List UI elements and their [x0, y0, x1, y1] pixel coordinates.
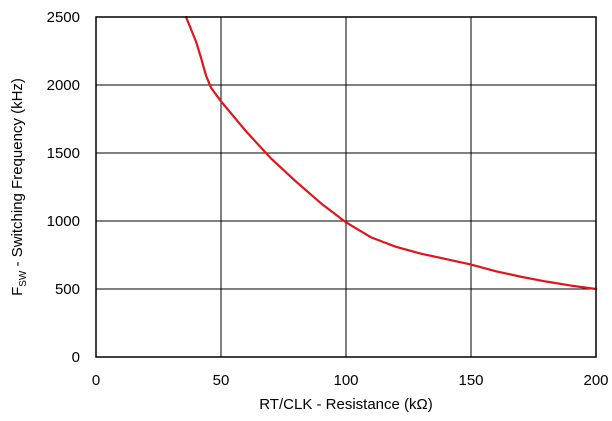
y-tick-labels: 0 500 1000 1500 2000 2500	[47, 9, 80, 366]
y-tick-label: 2500	[47, 9, 80, 26]
y-tick-label: 2000	[47, 77, 80, 94]
x-tick-label: 50	[213, 372, 230, 389]
grid-layer	[96, 17, 596, 357]
x-tick-labels: 0 50 100 150 200	[92, 372, 609, 389]
y-axis-title-suffix: - Switching Frequency (kHz)	[9, 78, 26, 271]
y-axis-title: FSW - Switching Frequency (kHz)	[9, 78, 29, 296]
y-axis-title-prefix: F	[9, 287, 26, 296]
y-tick-label: 1500	[47, 145, 80, 162]
x-axis-title: RT/CLK - Resistance (kΩ)	[259, 396, 432, 413]
y-tick-label: 500	[55, 281, 80, 298]
series-line	[184, 15, 598, 291]
x-tick-label: 150	[458, 372, 483, 389]
series-layer	[184, 15, 598, 291]
plot-frame	[95, 16, 597, 358]
x-tick-label: 100	[333, 372, 358, 389]
x-tick-label: 200	[583, 372, 608, 389]
y-tick-label: 1000	[47, 213, 80, 230]
y-tick-label: 0	[72, 349, 80, 366]
y-axis-title-subscript: SW	[18, 270, 29, 287]
x-tick-label: 0	[92, 372, 100, 389]
